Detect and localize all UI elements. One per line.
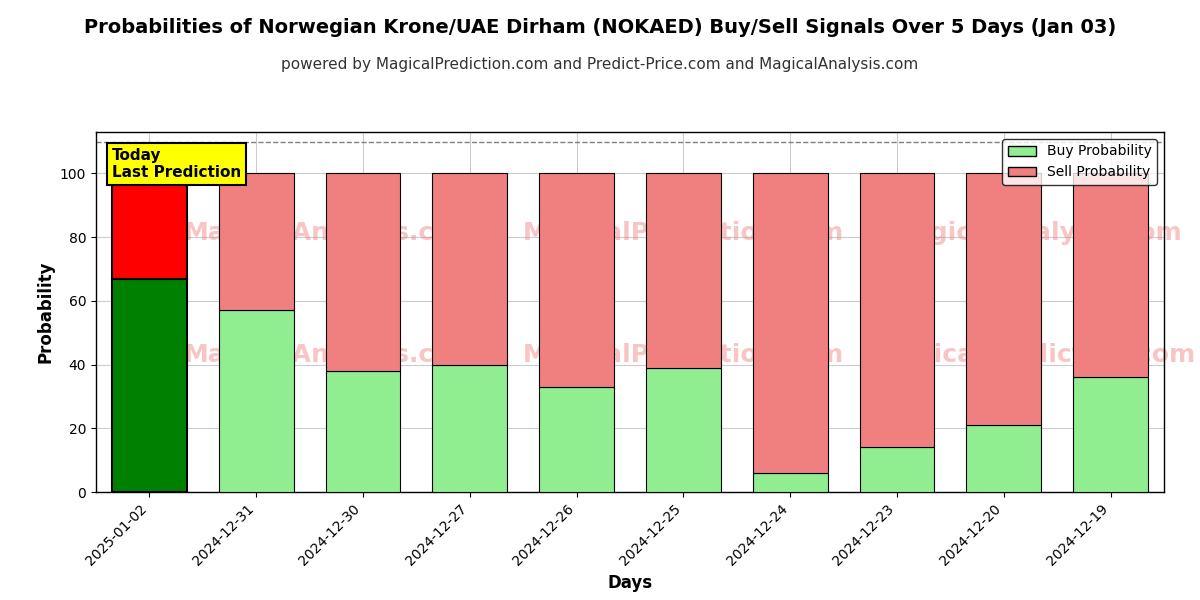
Text: MagicalPrediction.com: MagicalPrediction.com bbox=[875, 343, 1196, 367]
Bar bbox=[1073, 377, 1148, 492]
Bar bbox=[432, 365, 508, 492]
Bar bbox=[432, 173, 508, 365]
Bar bbox=[859, 448, 935, 492]
Bar bbox=[966, 173, 1042, 425]
Bar bbox=[112, 173, 187, 278]
Text: powered by MagicalPrediction.com and Predict-Price.com and MagicalAnalysis.com: powered by MagicalPrediction.com and Pre… bbox=[281, 57, 919, 72]
Bar bbox=[325, 371, 401, 492]
Y-axis label: Probability: Probability bbox=[36, 261, 54, 363]
Bar bbox=[218, 173, 294, 310]
Text: Today
Last Prediction: Today Last Prediction bbox=[112, 148, 241, 181]
Text: MagicalPrediction.com: MagicalPrediction.com bbox=[523, 343, 844, 367]
Bar bbox=[646, 368, 721, 492]
Bar bbox=[859, 173, 935, 448]
Bar bbox=[1073, 173, 1148, 377]
Bar bbox=[752, 173, 828, 473]
Bar bbox=[539, 387, 614, 492]
Text: MagicalAnalysis.com: MagicalAnalysis.com bbox=[889, 221, 1183, 245]
Bar bbox=[539, 173, 614, 387]
X-axis label: Days: Days bbox=[607, 574, 653, 592]
Bar bbox=[966, 425, 1042, 492]
Bar bbox=[325, 173, 401, 371]
Bar bbox=[752, 473, 828, 492]
Legend: Buy Probability, Sell Probability: Buy Probability, Sell Probability bbox=[1002, 139, 1157, 185]
Bar bbox=[112, 278, 187, 492]
Text: MagicalPrediction.com: MagicalPrediction.com bbox=[523, 221, 844, 245]
Text: MagicalAnalysis.com: MagicalAnalysis.com bbox=[184, 343, 478, 367]
Text: MagicalAnalysis.com: MagicalAnalysis.com bbox=[184, 221, 478, 245]
Text: Probabilities of Norwegian Krone/UAE Dirham (NOKAED) Buy/Sell Signals Over 5 Day: Probabilities of Norwegian Krone/UAE Dir… bbox=[84, 18, 1116, 37]
Bar bbox=[218, 310, 294, 492]
Bar bbox=[646, 173, 721, 368]
